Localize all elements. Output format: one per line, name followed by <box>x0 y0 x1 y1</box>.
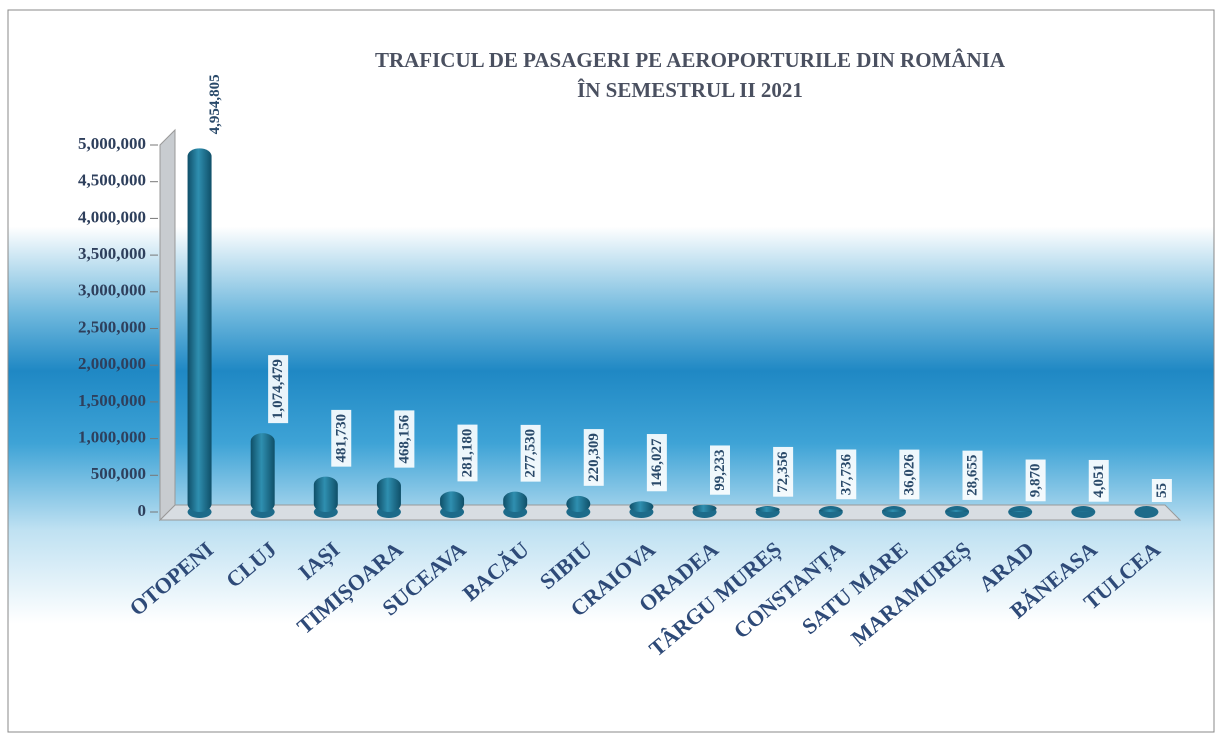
value-label-group: 277,530 <box>520 424 541 482</box>
value-label: 72,356 <box>775 451 791 493</box>
value-label: 55 <box>1154 483 1170 498</box>
value-label-box <box>520 424 541 482</box>
bar <box>818 509 843 512</box>
value-label-group: 28,655 <box>962 450 983 500</box>
value-label: 146,027 <box>649 438 665 487</box>
value-label-box <box>1151 478 1172 502</box>
y-tick-label: 2,000,000 <box>78 354 146 373</box>
y-tick-label: 1,500,000 <box>78 391 146 410</box>
value-label-group: 281,180 <box>457 424 478 482</box>
value-label-box <box>331 409 352 467</box>
y-tick-label: 500,000 <box>91 464 146 483</box>
bar <box>313 476 338 512</box>
y-tick-label: 0 <box>138 501 147 520</box>
value-label-group: 36,026 <box>899 449 920 500</box>
value-label-group: 220,309 <box>583 429 604 486</box>
value-label-group: 4,954,805 <box>205 70 225 139</box>
value-label-group: 72,356 <box>773 446 794 497</box>
value-label: 281,180 <box>460 429 476 478</box>
y-tick-label: 2,500,000 <box>78 317 146 336</box>
bar <box>1008 511 1033 512</box>
value-label-group: 4,051 <box>1088 459 1109 502</box>
bar <box>440 491 465 512</box>
value-label-group: 55 <box>1151 478 1172 502</box>
chart-title: TRAFICUL DE PASAGERI PE AEROPORTURILE DI… <box>375 48 1006 72</box>
value-label-box <box>899 449 920 500</box>
bar <box>629 501 654 512</box>
value-label-box <box>268 355 289 424</box>
value-label-group: 1,074,479 <box>268 355 289 424</box>
value-label-box <box>394 410 415 468</box>
value-label-box <box>646 434 667 492</box>
bar <box>692 504 717 512</box>
bar <box>187 148 212 512</box>
value-label-group: 9,870 <box>1025 459 1046 502</box>
y-tick-label: 3,500,000 <box>78 244 146 263</box>
value-label-box <box>773 446 794 497</box>
value-label-group: 468,156 <box>394 410 415 468</box>
value-label-box <box>583 429 604 486</box>
value-label: 277,530 <box>523 429 539 478</box>
value-label: 28,655 <box>965 455 981 496</box>
y-tick-label: 4,000,000 <box>78 207 146 226</box>
value-label: 36,026 <box>901 454 917 496</box>
value-label-group: 99,233 <box>710 445 730 495</box>
bar <box>376 477 401 512</box>
value-label-box <box>1025 459 1046 502</box>
value-label-box <box>836 449 857 500</box>
value-label: 37,736 <box>838 453 854 495</box>
value-label-group: 37,736 <box>836 449 857 500</box>
value-label-box <box>1088 459 1109 502</box>
value-label-box <box>205 70 225 139</box>
value-label: 481,730 <box>333 414 349 463</box>
value-label: 99,233 <box>712 449 728 490</box>
y-tick-label: 5,000,000 <box>78 134 146 153</box>
value-label-group: 146,027 <box>646 434 667 492</box>
bar <box>503 491 528 512</box>
value-label-box <box>962 450 983 500</box>
bar <box>881 509 906 512</box>
value-label: 220,309 <box>586 433 602 482</box>
y-tick-label: 4,500,000 <box>78 171 146 190</box>
bar <box>250 433 275 512</box>
chart-subtitle: ÎN SEMESTRUL II 2021 <box>577 78 803 102</box>
value-label-box <box>710 445 730 495</box>
value-label-box <box>457 424 478 482</box>
bar <box>755 506 780 512</box>
value-label: 9,870 <box>1028 464 1044 498</box>
value-label: 1,074,479 <box>270 359 286 419</box>
bar <box>945 509 970 512</box>
back-wall <box>159 128 176 522</box>
value-label-group: 481,730 <box>331 409 352 467</box>
bar <box>566 495 591 512</box>
y-tick-label: 1,000,000 <box>78 428 146 447</box>
value-label: 4,954,805 <box>207 74 223 134</box>
value-label: 468,156 <box>396 414 412 463</box>
value-label: 4,051 <box>1091 464 1107 498</box>
y-tick-label: 3,000,000 <box>78 281 146 300</box>
